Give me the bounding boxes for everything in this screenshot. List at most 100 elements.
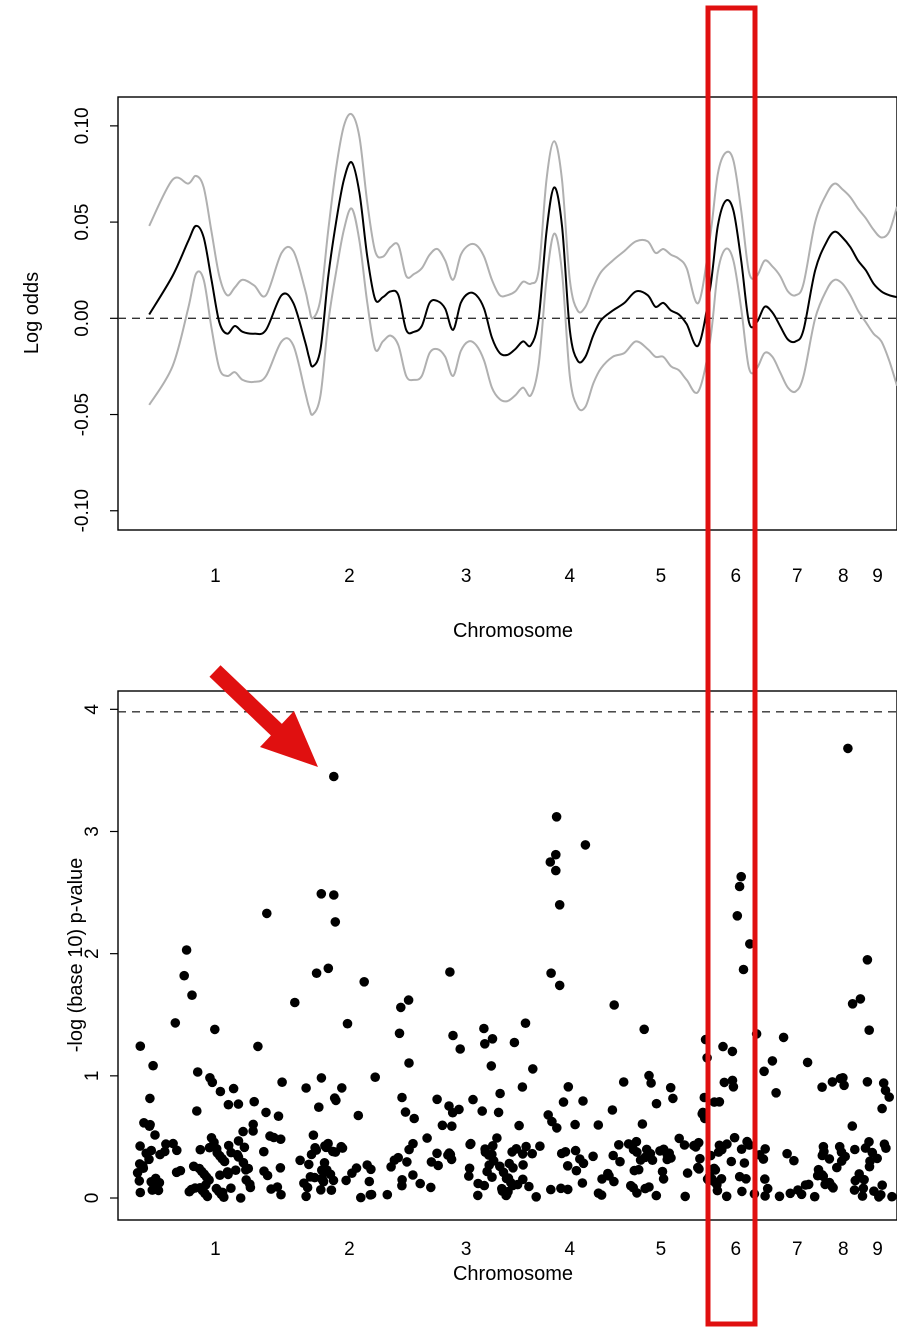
- pvalue-point: [580, 840, 591, 850]
- pvalue-point: [319, 1158, 330, 1168]
- pvalue-point: [329, 771, 339, 782]
- pvalue-point: [563, 1082, 574, 1092]
- pvalue-point: [718, 1041, 728, 1052]
- pvalue-point: [682, 1168, 693, 1178]
- pvalue-point: [721, 1191, 732, 1202]
- pvalue-point: [445, 967, 455, 977]
- pvalue-point: [175, 1165, 186, 1176]
- pvalue-point: [518, 1160, 528, 1170]
- log-odds-x-tick-label: 8: [838, 566, 849, 587]
- pvalue-point: [215, 1086, 226, 1097]
- pvalue-point: [238, 1126, 248, 1137]
- pvalue-point: [639, 1024, 649, 1035]
- pvalue-point: [847, 1121, 858, 1131]
- pvalue-point: [646, 1078, 656, 1088]
- pvalue-point: [817, 1150, 828, 1161]
- pvalue-point: [181, 945, 192, 955]
- pvalue-point: [850, 1175, 861, 1186]
- pvalue-point: [342, 1018, 353, 1029]
- pvalue-point: [570, 1145, 581, 1156]
- pvalue-point: [546, 968, 556, 978]
- pvalue-point: [809, 1191, 820, 1202]
- pvalue-point: [253, 1041, 263, 1052]
- pvalue-point: [887, 1191, 897, 1202]
- pvalue-point: [304, 1159, 314, 1170]
- pvalue-point: [645, 1148, 656, 1159]
- pvalue-point: [767, 1056, 778, 1066]
- pvalue-point: [802, 1057, 813, 1068]
- red-arrow-icon: [209, 665, 318, 767]
- log-odds-y-tick-label: -0.05: [72, 393, 93, 436]
- log-odds-x-tick-label: 6: [730, 566, 741, 587]
- pvalue-point: [302, 1182, 313, 1193]
- pvalue-point: [593, 1120, 604, 1130]
- pvalue-point: [609, 1000, 619, 1010]
- pvalue-point: [396, 1002, 406, 1013]
- pvalue-point: [633, 1164, 644, 1175]
- pvalue-point: [803, 1179, 814, 1190]
- pvalue-point: [635, 1155, 646, 1165]
- pvalue-point: [233, 1136, 244, 1146]
- pvalue-point: [760, 1174, 770, 1184]
- pvalue-point: [415, 1178, 426, 1189]
- pvalue-x-tick-label: 4: [565, 1239, 576, 1260]
- pvalue-point: [259, 1146, 269, 1157]
- pvalue-point: [275, 1163, 286, 1173]
- pvalue-point: [318, 1176, 329, 1187]
- pvalue-point: [241, 1165, 251, 1175]
- pvalue-point: [356, 1192, 366, 1203]
- pvalue-point: [836, 1156, 847, 1166]
- pvalue-point: [382, 1189, 393, 1200]
- pvalue-point: [480, 1147, 491, 1157]
- pvalue-point: [877, 1103, 887, 1114]
- pvalue-point: [337, 1143, 348, 1153]
- pvalue-point: [546, 1184, 556, 1195]
- pvalue-point: [473, 1190, 483, 1201]
- pvalue-point: [609, 1176, 619, 1187]
- pvalue-point: [479, 1023, 489, 1034]
- pvalue-point: [187, 990, 197, 1000]
- pvalue-point: [628, 1182, 638, 1193]
- pvalue-point: [827, 1077, 838, 1087]
- pvalue-point: [644, 1182, 654, 1192]
- pvalue-point: [657, 1166, 668, 1177]
- pvalue-point: [454, 1104, 464, 1115]
- pvalue-point: [693, 1137, 704, 1148]
- pvalue-y-tick-label: 2: [82, 948, 103, 959]
- pvalue-point: [771, 1088, 781, 1098]
- pvalue-point: [397, 1175, 407, 1185]
- pvalue-point: [329, 890, 339, 900]
- pvalue-point: [651, 1190, 662, 1201]
- pvalue-point: [202, 1191, 213, 1202]
- pvalue-point: [145, 1093, 155, 1104]
- pvalue-point: [486, 1061, 497, 1071]
- pvalue-point: [758, 1154, 769, 1164]
- log-odds-x-tick-label: 7: [792, 566, 803, 587]
- pvalue-point: [860, 1143, 871, 1153]
- pvalue-point: [404, 1058, 414, 1068]
- pvalue-point: [330, 917, 341, 927]
- pvalue-point: [728, 1082, 739, 1092]
- pvalue-point: [571, 1165, 582, 1176]
- pvalue-point: [857, 1191, 868, 1201]
- pvalue-point: [228, 1083, 239, 1094]
- pvalue-point: [874, 1192, 884, 1202]
- pvalue-point: [665, 1082, 676, 1093]
- pvalue-point: [192, 1067, 203, 1077]
- pvalue-point: [331, 1095, 341, 1106]
- pvalue-point: [290, 997, 300, 1008]
- pvalue-point: [432, 1148, 442, 1159]
- pvalue-point: [275, 1134, 286, 1144]
- pvalue-point: [316, 889, 327, 899]
- pvalue-point: [403, 995, 414, 1005]
- pvalue-point: [468, 1094, 478, 1105]
- pvalue-point: [759, 1066, 769, 1077]
- pvalue-x-tick-label: 2: [344, 1239, 355, 1260]
- pvalue-point: [135, 1141, 145, 1151]
- pvalue-point: [849, 1185, 860, 1195]
- pvalue-point: [865, 1156, 875, 1166]
- pvalue-point: [316, 1185, 326, 1195]
- pvalue-point: [301, 1083, 311, 1093]
- pvalue-point: [850, 1144, 860, 1155]
- pvalue-y-tick-label: 1: [82, 1071, 103, 1082]
